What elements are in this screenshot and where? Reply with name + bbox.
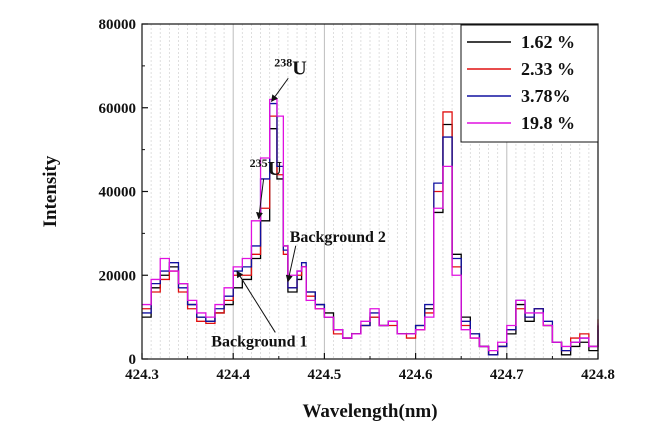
- legend: 1.62 % 2.33 % 3.78% 19.8 %: [460, 24, 599, 143]
- annotations: 238U 235U Background 2 Background 1: [211, 55, 386, 350]
- x-tick-label: 424.4: [216, 367, 250, 383]
- legend-label-0: 1.62 %: [521, 32, 575, 52]
- y-tick-label: 0: [129, 352, 137, 368]
- annotation-arrow: [256, 178, 265, 220]
- annotation-arrow: [271, 77, 289, 103]
- legend-label-3: 19.8 %: [521, 113, 575, 133]
- x-tick-label: 424.3: [125, 367, 159, 383]
- legend-label-1: 2.33 %: [521, 59, 575, 79]
- legend-label-2: 3.78%: [521, 86, 571, 106]
- axis-ticks: 424.3 424.4 424.5 424.6 424.7 424.8 0 20000 4000…: [99, 17, 615, 383]
- x-tick-label: 424.7: [490, 367, 524, 383]
- annotation-label: Background 2: [290, 229, 386, 246]
- x-tick-label: 424.5: [308, 367, 342, 383]
- y-tick-label: 60000: [99, 101, 137, 117]
- x-tick-label: 424.6: [399, 367, 433, 383]
- y-tick-label: 40000: [99, 185, 137, 201]
- y-tick-label: 20000: [99, 268, 137, 284]
- annotation-label: 238U: [274, 55, 306, 79]
- y-axis-title: Intensity: [40, 155, 61, 227]
- annotation-label: Background 1: [211, 333, 307, 350]
- series-line-3: [142, 98, 599, 352]
- y-tick-label: 80000: [99, 17, 137, 33]
- series-layer: [142, 98, 599, 356]
- annotation-arrow: [285, 245, 297, 283]
- x-tick-label: 424.8: [581, 367, 615, 383]
- x-axis-title: Wavelength(nm): [302, 401, 437, 422]
- annotation-arrow: [236, 270, 276, 333]
- annotation-label: 235U: [250, 156, 282, 180]
